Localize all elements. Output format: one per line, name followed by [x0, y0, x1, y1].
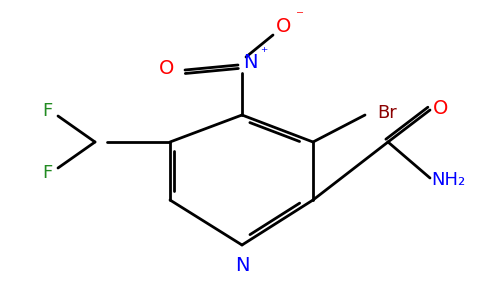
Text: F: F	[42, 102, 52, 120]
Text: NH₂: NH₂	[431, 171, 465, 189]
Text: ⁻: ⁻	[296, 8, 304, 23]
Text: O: O	[159, 58, 175, 77]
Text: N: N	[235, 256, 249, 275]
Text: Br: Br	[377, 104, 397, 122]
Text: O: O	[433, 98, 449, 118]
Text: ⁺: ⁺	[260, 46, 268, 60]
Text: F: F	[42, 164, 52, 182]
Text: O: O	[276, 16, 292, 35]
Text: N: N	[243, 53, 257, 73]
